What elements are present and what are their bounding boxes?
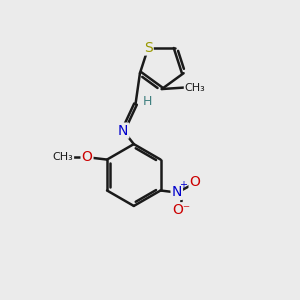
- Text: CH₃: CH₃: [185, 82, 206, 93]
- Text: O: O: [82, 150, 92, 164]
- Text: O: O: [190, 175, 200, 189]
- Text: O⁻: O⁻: [172, 203, 190, 217]
- Text: CH₃: CH₃: [52, 152, 73, 162]
- Text: +: +: [179, 181, 187, 190]
- Text: N: N: [172, 185, 182, 199]
- Text: N: N: [118, 124, 128, 138]
- Text: H: H: [143, 95, 153, 108]
- Text: S: S: [144, 40, 153, 55]
